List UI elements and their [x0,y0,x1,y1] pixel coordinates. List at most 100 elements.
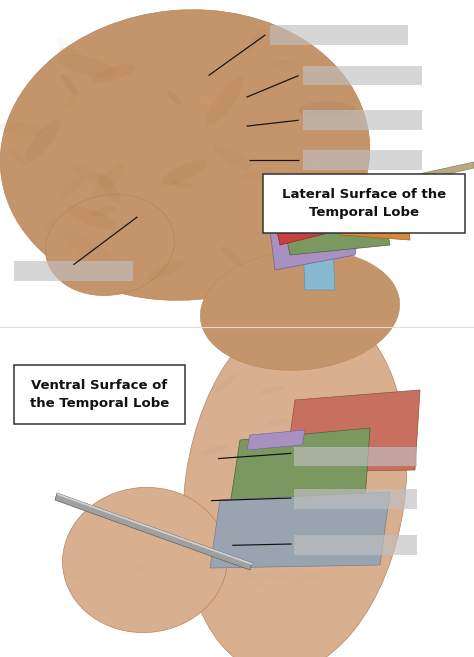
Ellipse shape [115,509,132,518]
Ellipse shape [286,542,319,553]
Ellipse shape [72,165,105,184]
Ellipse shape [89,206,116,217]
Ellipse shape [243,60,300,77]
Ellipse shape [271,60,308,72]
Ellipse shape [91,536,100,542]
Ellipse shape [213,145,252,170]
Ellipse shape [246,420,258,428]
Bar [294,489,417,509]
Ellipse shape [176,547,192,558]
Ellipse shape [260,386,284,394]
Ellipse shape [76,533,95,540]
Ellipse shape [206,76,244,125]
Polygon shape [230,428,370,505]
Polygon shape [55,493,252,570]
Ellipse shape [185,525,201,536]
Polygon shape [57,493,252,565]
Ellipse shape [132,564,146,572]
Text: Lateral Surface of the
Temporal Lobe: Lateral Surface of the Temporal Lobe [282,188,446,219]
Bar [263,174,465,233]
Ellipse shape [273,483,300,491]
Ellipse shape [216,501,235,513]
Bar [303,66,422,85]
Ellipse shape [249,437,266,469]
Ellipse shape [170,181,192,189]
Ellipse shape [57,55,114,77]
Ellipse shape [201,445,227,455]
Bar [0,0,474,330]
Ellipse shape [191,74,211,87]
Ellipse shape [189,94,221,104]
Ellipse shape [98,172,121,204]
Bar [270,25,408,45]
Ellipse shape [167,91,181,105]
Bar [14,365,185,424]
Ellipse shape [299,101,356,118]
Polygon shape [270,220,360,270]
Ellipse shape [64,231,114,267]
Ellipse shape [324,200,344,227]
Ellipse shape [118,185,176,204]
Ellipse shape [162,210,184,227]
Ellipse shape [68,206,116,229]
Ellipse shape [109,279,153,292]
Ellipse shape [122,167,143,187]
Ellipse shape [373,495,409,509]
Ellipse shape [61,248,77,271]
Ellipse shape [266,418,293,426]
Ellipse shape [240,121,295,137]
Ellipse shape [46,194,174,296]
Ellipse shape [214,374,237,392]
Ellipse shape [9,149,27,166]
Ellipse shape [277,528,317,539]
Ellipse shape [210,553,222,573]
Ellipse shape [68,576,79,579]
Ellipse shape [59,47,82,57]
Ellipse shape [245,572,264,586]
Ellipse shape [0,122,44,137]
Ellipse shape [161,160,207,185]
Ellipse shape [121,618,131,625]
Bar [303,150,422,170]
Ellipse shape [246,88,281,124]
Polygon shape [210,492,390,568]
Ellipse shape [70,530,80,533]
Ellipse shape [243,171,276,181]
Ellipse shape [268,54,291,63]
Ellipse shape [289,574,319,584]
Text: Ventral Surface of
the Temporal Lobe: Ventral Surface of the Temporal Lobe [30,378,169,410]
Bar [0,330,474,657]
Polygon shape [275,210,340,245]
Ellipse shape [44,216,56,232]
Ellipse shape [25,119,61,162]
Ellipse shape [61,74,77,95]
Ellipse shape [117,561,127,569]
Ellipse shape [129,156,140,170]
Ellipse shape [101,34,118,45]
Ellipse shape [91,586,111,593]
Ellipse shape [101,51,128,85]
Ellipse shape [349,528,357,538]
Ellipse shape [255,570,292,579]
Bar [14,261,133,281]
Ellipse shape [59,177,84,199]
Ellipse shape [188,550,199,554]
Ellipse shape [136,106,151,122]
Ellipse shape [254,573,276,602]
Ellipse shape [118,95,137,112]
Ellipse shape [205,240,246,267]
Polygon shape [300,180,335,290]
Ellipse shape [99,107,118,134]
Ellipse shape [221,246,243,267]
Ellipse shape [200,250,400,371]
Ellipse shape [189,603,207,611]
Ellipse shape [147,260,183,281]
Ellipse shape [63,487,228,633]
Ellipse shape [283,61,320,72]
Ellipse shape [134,489,147,497]
Ellipse shape [170,612,190,617]
Ellipse shape [246,29,266,54]
Ellipse shape [220,479,234,501]
Ellipse shape [159,509,179,518]
Ellipse shape [57,37,89,76]
